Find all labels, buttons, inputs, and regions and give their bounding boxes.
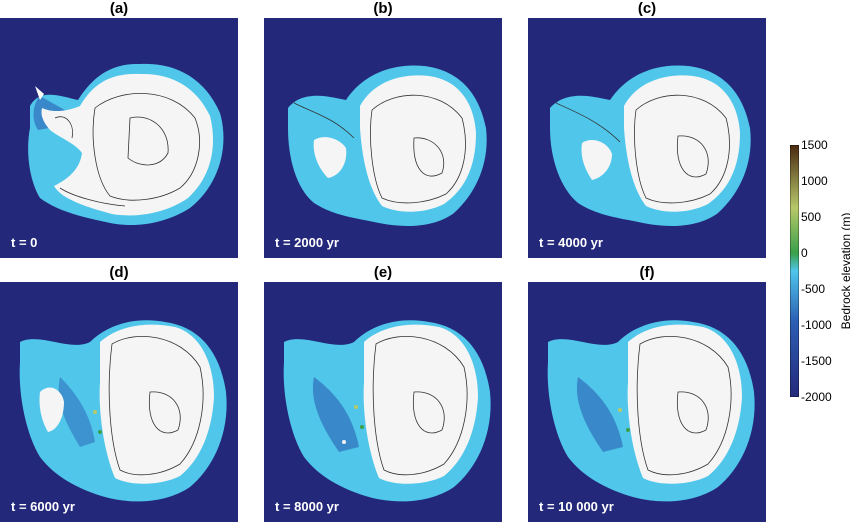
- colorbar-tick: -2000: [801, 390, 832, 404]
- panel-c: (c) t = 4000 yr: [528, 0, 766, 258]
- antarctica-map: t = 8000 yr: [264, 282, 502, 522]
- panel-e: (e) t = 8000 yr: [264, 264, 502, 522]
- panel-title: (e): [373, 264, 393, 281]
- panel-a: (a) t = 0: [0, 0, 238, 258]
- map-graphic: [28, 63, 224, 226]
- panel-title: (b): [373, 0, 393, 17]
- map-graphic: [19, 320, 227, 502]
- panel-b: (b) t = 2000 yr: [264, 0, 502, 258]
- time-label: t = 10 000 yr: [539, 499, 614, 514]
- time-label: t = 2000 yr: [275, 235, 339, 250]
- colorbar-tick: -1000: [801, 318, 832, 332]
- antarctica-map: t = 2000 yr: [264, 18, 502, 258]
- map-graphic: [550, 65, 751, 226]
- panel-title: (a): [109, 0, 129, 17]
- colorbar-tick: 1500: [801, 138, 828, 152]
- colorbar-tick: -1500: [801, 354, 832, 368]
- time-label: t = 6000 yr: [11, 499, 75, 514]
- colorbar-tick: 500: [801, 210, 822, 224]
- antarctica-map: t = 0: [0, 18, 238, 258]
- colorbar-tick: 1000: [801, 174, 828, 188]
- panel-f: (f) t = 10 000 yr: [528, 264, 766, 522]
- panel-title: (d): [109, 264, 129, 281]
- panel-title: (f): [639, 264, 655, 281]
- antarctica-map: t = 6000 yr: [0, 282, 238, 522]
- time-label: t = 8000 yr: [275, 499, 339, 514]
- time-label: t = 0: [11, 235, 38, 250]
- colorbar-ticks: 1500 1000 500 0 -500 -1000 -1500 -2000: [801, 138, 850, 404]
- map-graphic: [288, 65, 487, 226]
- panel-d: (d) t = 6000 yr: [0, 264, 238, 522]
- map-graphic: [547, 320, 755, 502]
- time-label: t = 4000 yr: [539, 235, 603, 250]
- colorbar-label: Bedrock elevation (m): [839, 212, 850, 330]
- antarctica-map: t = 10 000 yr: [528, 282, 766, 522]
- colorbar-tick: 0: [801, 246, 808, 260]
- map-graphic: [283, 320, 491, 502]
- colorbar: [790, 145, 799, 397]
- panel-title: (c): [637, 0, 657, 17]
- antarctica-map: t = 4000 yr: [528, 18, 766, 258]
- colorbar-tick: -500: [801, 282, 826, 296]
